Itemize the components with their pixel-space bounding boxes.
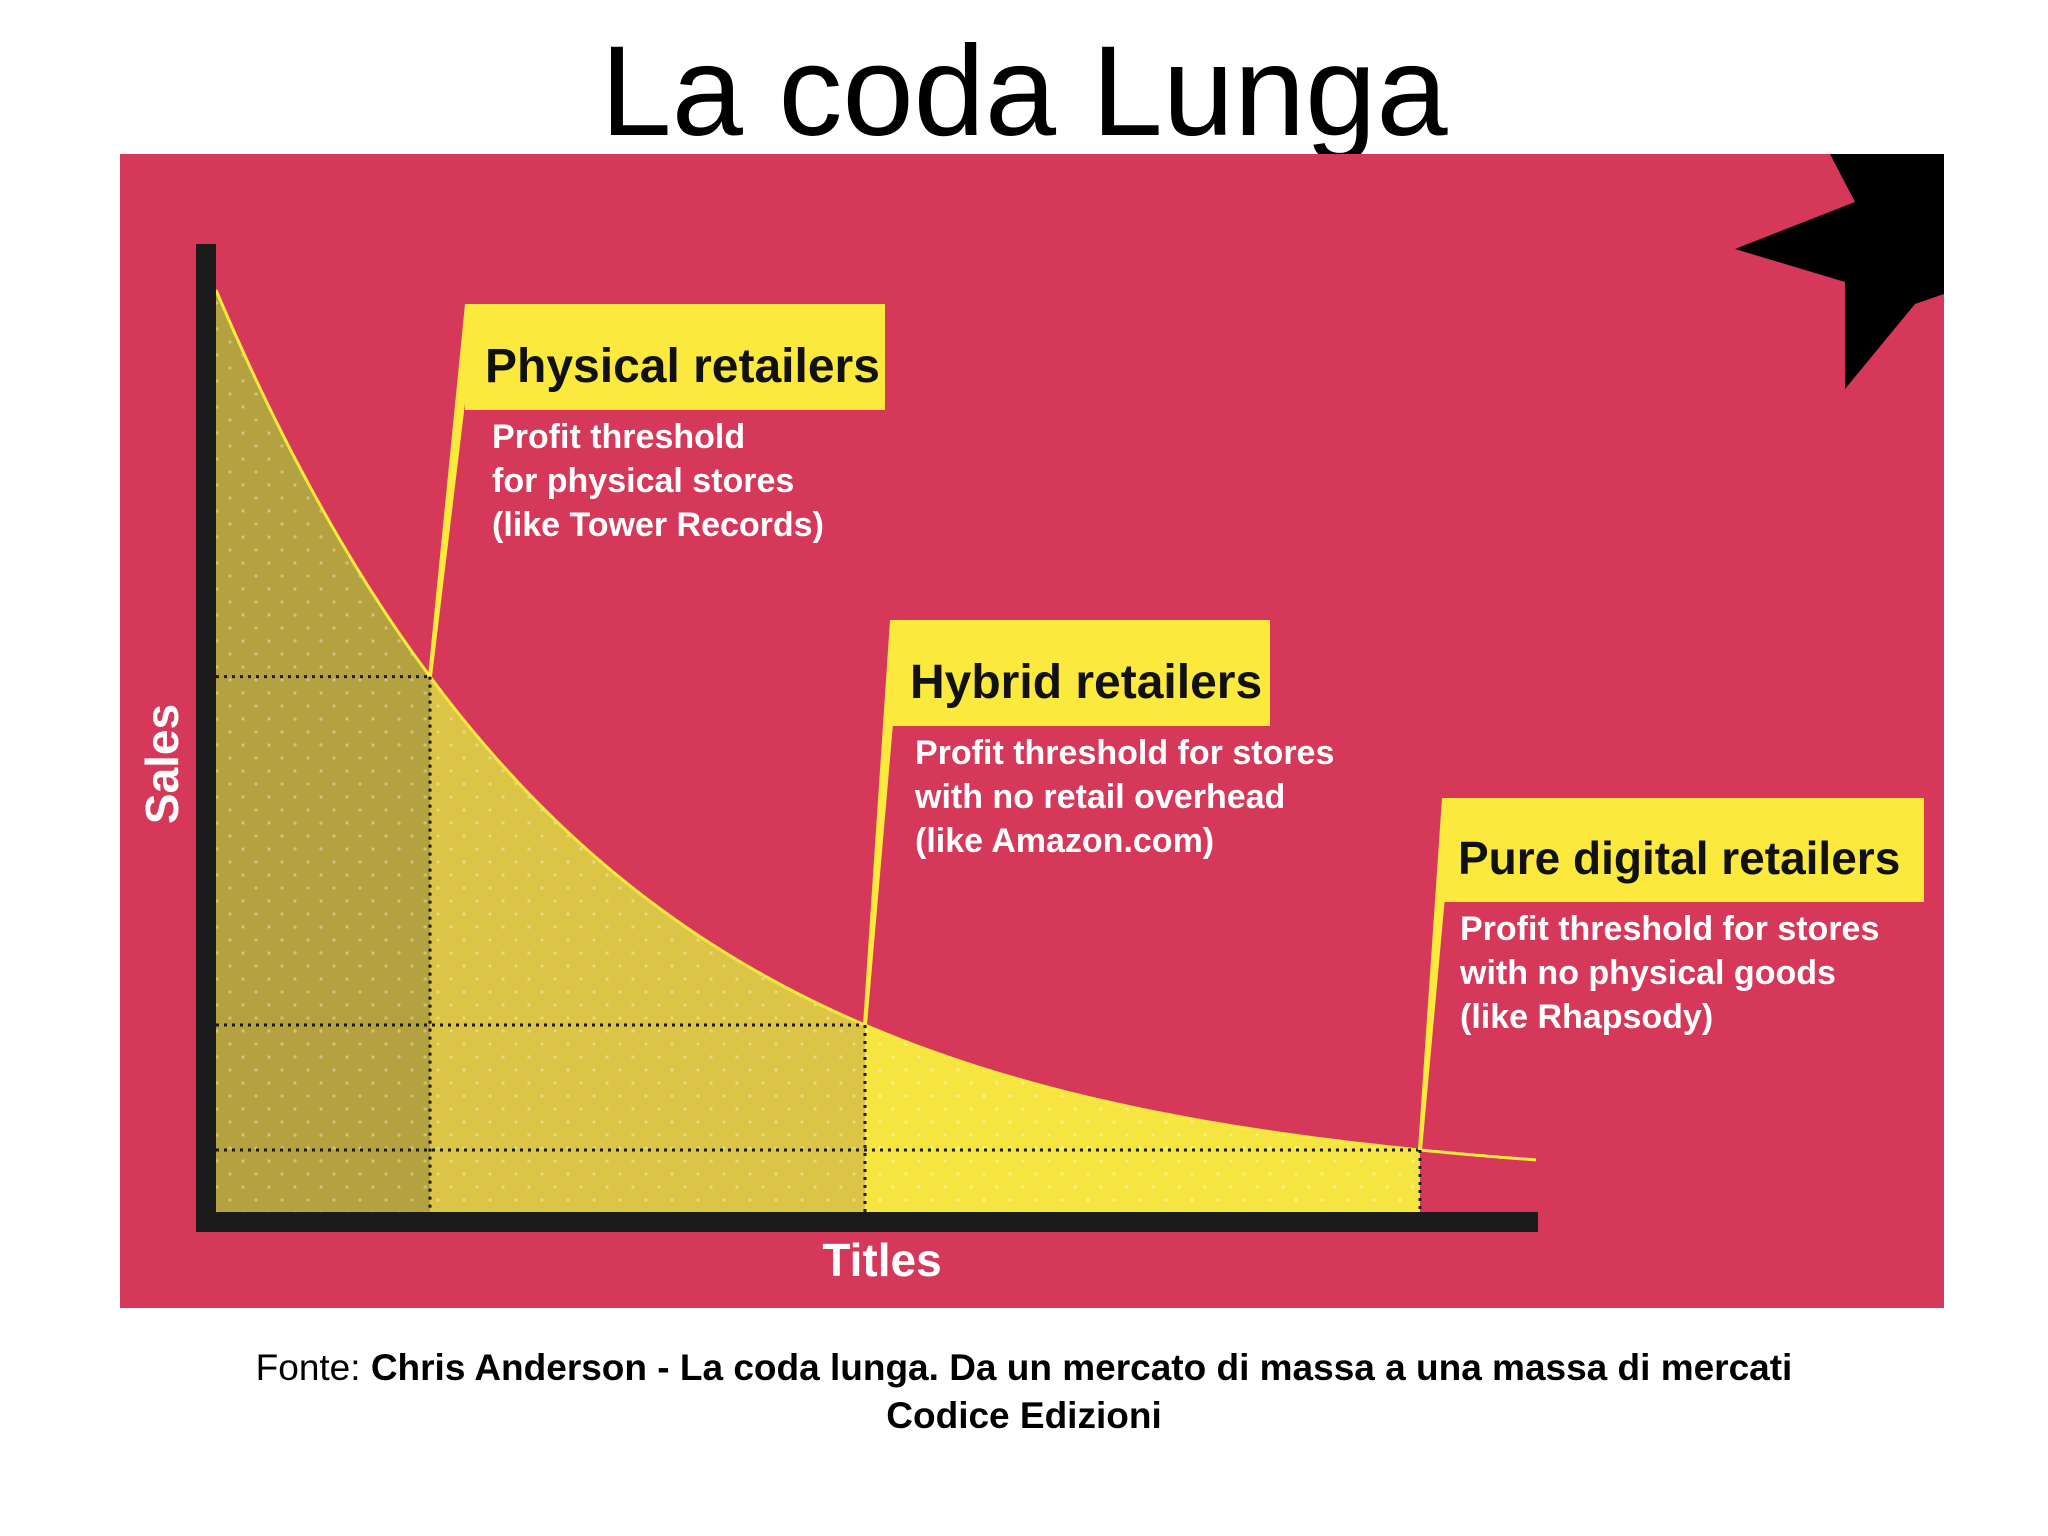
callout-desc-digital-2: with no physical goods: [1459, 954, 1836, 992]
threshold-lines: [216, 675, 1422, 1212]
leader-physical: [428, 304, 477, 677]
long-tail-chart: Physical retailers Profit threshold for …: [120, 154, 1944, 1308]
chart-svg: Physical retailers Profit threshold for …: [120, 154, 1944, 1308]
source-line-2: Codice Edizioni: [0, 1392, 2048, 1440]
x-axis-label: Titles: [822, 1234, 941, 1286]
callout-desc-hybrid-1: Profit threshold for stores: [915, 734, 1334, 772]
callout-box-digital: [1442, 798, 1924, 902]
source-title: Chris Anderson - La coda lunga. Da un me…: [370, 1347, 1793, 1388]
page-title: La coda Lunga: [600, 20, 1448, 163]
callout-hybrid-retailers: Hybrid retailers Profit threshold for st…: [890, 620, 1334, 860]
callout-desc-digital-1: Profit threshold for stores: [1460, 910, 1879, 948]
source-caption: Fonte: Chris Anderson - La coda lunga. D…: [0, 1344, 2048, 1440]
y-axis-label: Sales: [136, 704, 188, 824]
callout-title-digital: Pure digital retailers: [1458, 832, 1900, 884]
callout-title-physical: Physical retailers: [485, 340, 880, 393]
callout-physical-retailers: Physical retailers Profit threshold for …: [465, 304, 885, 544]
callout-desc-physical-1: Profit threshold: [492, 418, 745, 456]
y-axis: [196, 244, 216, 1230]
callout-box-physical: [465, 304, 885, 410]
callout-pure-digital-retailers: Pure digital retailers Profit threshold …: [1442, 798, 1924, 1036]
source-prefix: Fonte:: [255, 1347, 361, 1388]
callout-desc-hybrid-3: (like Amazon.com): [915, 822, 1214, 860]
source-line-1: Fonte: Chris Anderson - La coda lunga. D…: [0, 1344, 2048, 1392]
callout-desc-physical-3: (like Tower Records): [492, 506, 824, 544]
callout-desc-physical-2: for physical stores: [492, 462, 794, 500]
callout-box-hybrid: [890, 620, 1270, 726]
source-publisher: Codice Edizioni: [886, 1395, 1162, 1436]
long-tail-curve: [214, 289, 1537, 1162]
x-axis: [196, 1212, 1538, 1232]
callout-desc-hybrid-2: with no retail overhead: [914, 778, 1285, 816]
callout-title-hybrid: Hybrid retailers: [910, 656, 1262, 709]
callout-desc-digital-3: (like Rhapsody): [1460, 998, 1713, 1036]
star-burst-icon: [1735, 154, 1944, 389]
